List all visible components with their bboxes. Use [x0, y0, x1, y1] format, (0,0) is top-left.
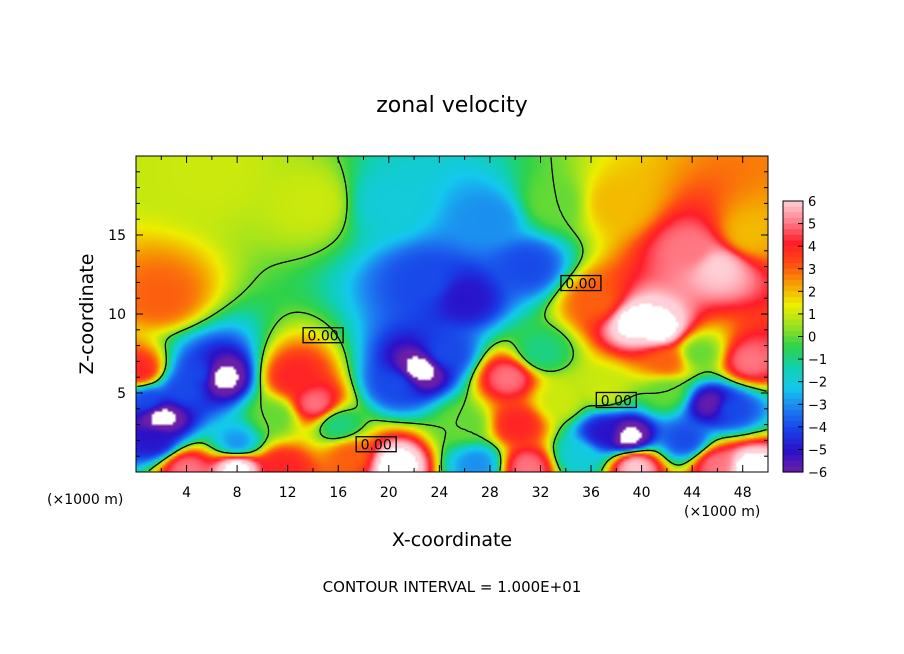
- colorbar-band: [783, 308, 803, 315]
- colorbar-band: [783, 274, 803, 281]
- colorbar-band: [783, 336, 803, 343]
- colorbar-tick-label: 1: [808, 308, 816, 323]
- colorbar-band: [783, 353, 803, 360]
- colorbar-band: [783, 206, 803, 213]
- colorbar-band: [783, 443, 803, 451]
- colorbar-tick-label: 4: [808, 240, 816, 255]
- colorbar-band: [783, 347, 803, 355]
- colorbar-band: [783, 268, 803, 275]
- colorbar-band: [783, 426, 803, 434]
- z-axis-ticks: 5 10 15: [108, 171, 768, 457]
- colorbar-band: [783, 325, 803, 332]
- x-tick-label: 28: [481, 485, 499, 501]
- zero-contour-lines: 0.00 0.00 0.00 0.00: [137, 157, 767, 472]
- colorbar-band: [783, 234, 803, 242]
- colorbar-tick-label: 5: [808, 218, 816, 233]
- colorbar-tick-label: −3: [808, 398, 827, 413]
- x-tick-label: 4: [182, 485, 191, 501]
- contour-label-bg: [595, 391, 637, 409]
- colorbar-band: [783, 409, 803, 417]
- colorbar-band: [783, 223, 803, 230]
- z-unit-label: (×1000 m): [47, 492, 123, 508]
- z-tick-label: 15: [108, 228, 126, 244]
- colorbar-band: [783, 201, 803, 208]
- velocity-field-image: [136, 156, 768, 472]
- colorbar-band: [783, 415, 803, 422]
- x-tick-label: 20: [380, 485, 398, 501]
- colorbar-band: [783, 421, 803, 428]
- colorbar-tick-label: 2: [808, 285, 816, 300]
- colorbar-band: [783, 296, 803, 304]
- colorbar-band: [783, 432, 803, 439]
- contour-label: 0.00: [307, 329, 338, 345]
- colorbar-band: [783, 257, 803, 264]
- colorbar-band: [783, 319, 803, 326]
- colorbar-band: [783, 376, 803, 383]
- x-axis-ticks: 4 8 12 16 20 24 28 32 36 40 44 48: [160, 156, 752, 501]
- colorbar-band: [783, 229, 803, 236]
- colorbar-tick-label: −5: [808, 443, 827, 458]
- contour-label: 0.00: [361, 438, 392, 454]
- contour-label-bg: [560, 274, 602, 292]
- colorbar-band: [783, 438, 803, 445]
- colorbar-tick-label: 0: [808, 331, 816, 346]
- colorbar-band: [783, 285, 803, 292]
- colorbar-band: [783, 398, 803, 405]
- colorbar-band: [783, 460, 803, 467]
- colorbar-band: [783, 246, 803, 253]
- colorbar-band: [783, 240, 803, 247]
- colorbar-band: [783, 251, 803, 259]
- colorbar-band: [783, 359, 803, 366]
- contour-interval-note: CONTOUR INTERVAL = 1.000E+01: [323, 578, 582, 596]
- colorbar-frame: [782, 200, 804, 473]
- colorbar-tick-label: 6: [808, 195, 816, 210]
- x-tick-label: 8: [233, 485, 242, 501]
- contour-label-bg: [302, 327, 344, 344]
- x-tick-label: 44: [683, 485, 701, 501]
- z-tick-label: 5: [117, 386, 126, 402]
- colorbar-band: [783, 466, 803, 473]
- colorbar-band: [783, 387, 803, 394]
- contour-label-bg: [355, 436, 397, 453]
- contour-zero-line: [137, 157, 767, 472]
- colorbar-band: [783, 302, 803, 309]
- colorbar-band: [783, 330, 803, 338]
- x-tick-label: 48: [734, 485, 752, 501]
- colorbar-band: [783, 381, 803, 388]
- colorbar-band: [783, 263, 803, 270]
- colorbar-band: [783, 370, 803, 377]
- colorbar-band: [783, 212, 803, 219]
- colorbar-band: [783, 404, 803, 411]
- x-tick-label: 16: [329, 485, 347, 501]
- colorbar-tick-label: −6: [808, 466, 827, 481]
- x-tick-label: 32: [532, 485, 550, 501]
- colorbar-band: [783, 364, 803, 371]
- x-tick-label: 24: [430, 485, 448, 501]
- colorbar: 6 5 4 3 2 1 0 −1 −2 −3 −4 −5 −6: [783, 195, 827, 481]
- colorbar-band: [783, 280, 803, 287]
- x-axis-label: X-coordinate: [392, 529, 512, 551]
- colorbar-band: [783, 342, 803, 349]
- colorbar-tick-label: −1: [808, 353, 827, 368]
- contour-label: 0.00: [565, 277, 596, 293]
- x-tick-label: 36: [582, 485, 600, 501]
- colorbar-band: [783, 217, 803, 225]
- colorbar-band: [783, 291, 803, 298]
- contour-label: 0.00: [601, 393, 632, 409]
- x-tick-label: 12: [279, 485, 297, 501]
- colorbar-tick-label: −2: [808, 376, 827, 391]
- colorbar-band: [783, 455, 803, 462]
- colorbar-tick-label: −4: [808, 421, 827, 436]
- colorbar-tick-label: 3: [808, 263, 816, 278]
- chart-title: zonal velocity: [376, 93, 528, 118]
- colorbar-band: [783, 313, 803, 321]
- x-tick-label: 40: [633, 485, 651, 501]
- x-unit-label: (×1000 m): [684, 504, 760, 520]
- colorbar-band: [783, 449, 803, 456]
- z-axis-label: Z-coordinate: [76, 254, 98, 375]
- z-tick-label: 10: [108, 307, 126, 323]
- colorbar-band: [783, 392, 803, 400]
